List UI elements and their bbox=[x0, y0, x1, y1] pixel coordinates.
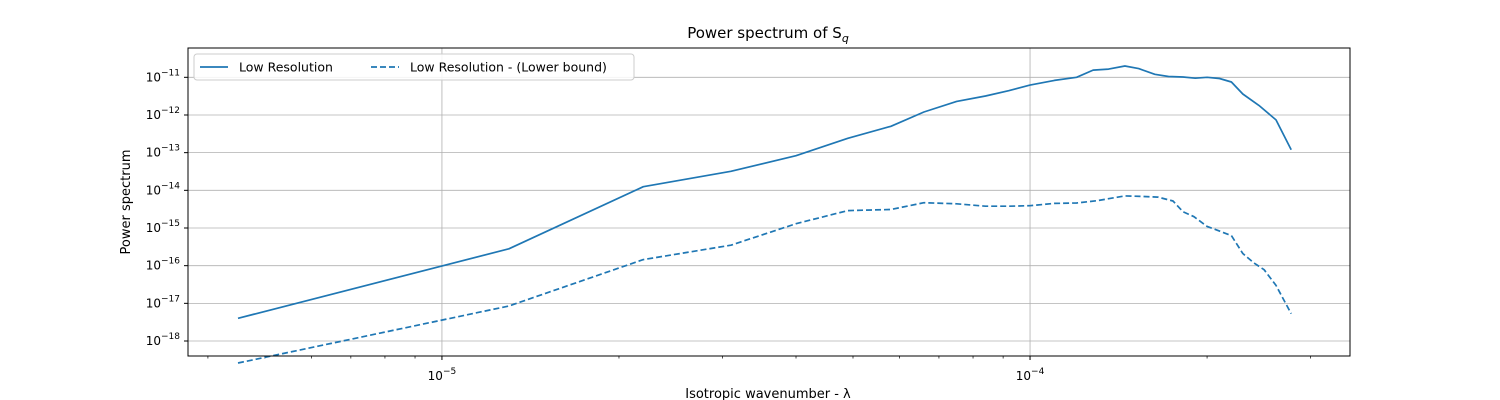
chart-title-subscript: q bbox=[842, 32, 849, 45]
x-tick-label: 10−5 bbox=[428, 367, 457, 383]
legend-label-lower-bound: Low Resolution - (Lower bound) bbox=[410, 60, 607, 75]
x-tick-label: 10−4 bbox=[1016, 367, 1045, 383]
y-tick-label: 10−18 bbox=[146, 332, 181, 348]
y-tick-label: 10−16 bbox=[146, 257, 181, 273]
series-line-lower-bound bbox=[237, 195, 1292, 364]
series-line-low-resolution bbox=[237, 65, 1292, 320]
series-lines bbox=[237, 65, 1292, 364]
legend-box bbox=[193, 53, 635, 81]
grid bbox=[188, 48, 1350, 356]
chart-title: Power spectrum of Sq bbox=[687, 24, 849, 45]
y-ticks: 10−18 10−17 10−16 10−15 10−14 10−13 10−12 10−11 bbox=[146, 68, 188, 348]
y-tick-label: 10−14 bbox=[146, 181, 181, 197]
x-axis-label: Isotropic wavenumber - λ bbox=[685, 387, 851, 400]
x-ticks: 10−5 10−4 bbox=[428, 356, 1045, 383]
y-tick-label: 10−17 bbox=[146, 294, 180, 310]
plot-frame bbox=[187, 47, 1351, 357]
y-tick-label: 10−13 bbox=[146, 144, 180, 160]
y-tick-label: 10−15 bbox=[146, 219, 180, 235]
y-axis-label: Power spectrum bbox=[119, 150, 134, 255]
y-tick-label: 10−11 bbox=[146, 68, 180, 84]
legend: Low Resolution Low Resolution - (Lower b… bbox=[193, 53, 635, 81]
y-tick-label: 10−12 bbox=[146, 106, 180, 122]
legend-label-low-resolution: Low Resolution bbox=[239, 60, 333, 75]
